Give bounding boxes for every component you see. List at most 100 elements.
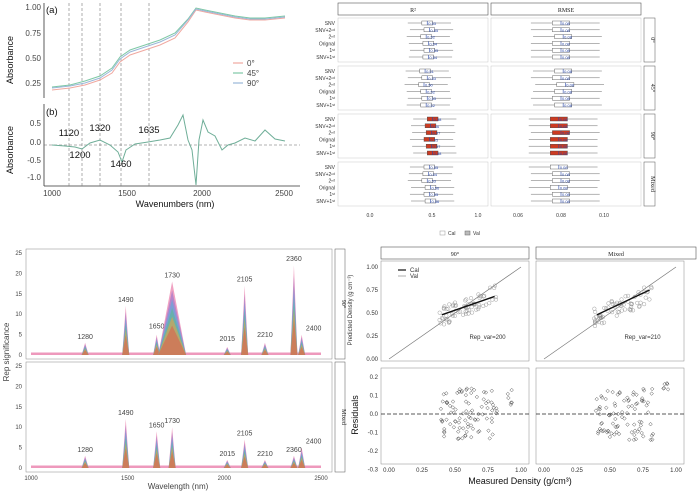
resid-point	[632, 422, 637, 427]
resid-point	[484, 401, 489, 406]
scatter-point	[610, 302, 615, 307]
method-label: SNV	[325, 69, 336, 75]
resid-point	[600, 395, 605, 400]
rep-peak-area	[122, 448, 130, 468]
method-label: SNV	[325, 165, 336, 171]
rep-peak-area	[241, 327, 249, 355]
facet-frame-rmse	[490, 17, 642, 63]
scatter-point	[456, 310, 461, 315]
resid-point	[610, 390, 615, 395]
rep-peak-label: 2400	[306, 439, 322, 446]
strip-r2	[337, 2, 489, 16]
r2-value-label: 0.53	[428, 76, 437, 81]
resid-point	[455, 390, 460, 395]
strip-mixed	[334, 361, 346, 473]
r2-value-label: 0.53	[428, 21, 437, 26]
pred-xtick: 0.50	[604, 468, 616, 474]
r2-value-label: 0.57	[433, 131, 442, 136]
r2-value-label: 0.52	[427, 35, 436, 40]
method-label: SNV+1ˢᵗ	[316, 199, 335, 205]
rep-ytick: 25	[15, 251, 22, 257]
resid-point	[612, 401, 617, 406]
rep-peak-area	[298, 346, 306, 355]
rep-peak-label: 2105	[237, 430, 253, 437]
rep-peak-label: 1730	[164, 418, 180, 425]
method-label: SNV+2ⁿᵈ	[315, 124, 335, 130]
resid-point	[487, 436, 492, 441]
method-label: Orignal	[319, 137, 335, 143]
pred-xtick: 0.25	[416, 468, 428, 474]
facet-frame-rmse	[490, 65, 642, 111]
resid-point	[481, 397, 486, 402]
resid-point	[476, 429, 481, 434]
panel-a-ytick: 1.00	[25, 3, 41, 12]
resid-point	[463, 433, 468, 438]
r2-value-label: 0.56	[431, 124, 440, 129]
scatter-point	[440, 316, 445, 321]
resid-point	[489, 419, 495, 425]
resid-point	[469, 386, 474, 391]
resid-point	[641, 386, 646, 391]
resid-point	[464, 429, 469, 434]
resid-point	[605, 388, 610, 394]
resid-point	[481, 389, 487, 395]
rep-ytick: 25	[15, 364, 22, 370]
resid-point	[622, 398, 627, 403]
resid-point	[639, 398, 644, 403]
rep-xtick: 1500	[121, 476, 135, 482]
scatter-point	[635, 300, 640, 305]
resid-point	[599, 421, 604, 426]
scatter-point	[602, 305, 607, 310]
rep-peak-area	[223, 351, 231, 355]
resid-point	[490, 432, 495, 437]
scatter-point	[447, 302, 452, 307]
pred-frame	[380, 260, 530, 362]
rep-areas: 1280149016501730201521052210236024001280…	[31, 256, 322, 468]
rep-peak-area	[223, 464, 231, 468]
resid-point	[602, 428, 607, 433]
resid-point	[633, 437, 639, 442]
rep-panel: Rep significance 90° Mixed 2520151050252…	[2, 248, 347, 491]
pred-xtick: 0.00	[383, 468, 395, 474]
rmse-value-label: 0.08	[560, 124, 569, 129]
resid-ytick: 0.2	[370, 375, 379, 381]
pred-xtick: 1.00	[515, 468, 527, 474]
rmse-value-label: 0.08	[562, 192, 571, 197]
rmse-value-label: 0.08	[562, 41, 571, 46]
pred-xtick: 0.00	[538, 468, 550, 474]
scatter-point	[476, 292, 481, 297]
rep-xtick: 1000	[24, 476, 38, 482]
r2-value-label: 0.55	[430, 137, 439, 142]
box-facets: 0° SNV 0.53 0.08 SNV+2ⁿᵈ 0.55 0.08 2ⁿᵈ 0.52 0.08 O…	[315, 17, 656, 207]
spectra-xlabel: Wavenumbers (nm)	[136, 199, 215, 209]
facet-frame-rmse	[490, 161, 642, 207]
resid-point	[460, 411, 466, 416]
scatter-point	[470, 310, 475, 315]
resid-point	[440, 418, 445, 423]
rep-ytick: 15	[15, 292, 22, 298]
resid-point	[665, 387, 671, 392]
resid-point	[468, 410, 473, 415]
resid-point	[448, 422, 453, 427]
rmse-value-label: 0.08	[560, 137, 569, 142]
resid-point	[438, 406, 443, 411]
series-line-45deg	[51, 7, 286, 88]
scatter-point	[629, 304, 634, 309]
resid-point	[622, 416, 627, 421]
scatter-point	[592, 306, 597, 311]
resid-point	[440, 399, 445, 404]
resid-point	[627, 437, 632, 442]
strip-label: R²	[410, 8, 416, 14]
resid-point	[459, 390, 464, 395]
resid-point	[475, 417, 480, 422]
panel-b-tag: (b)	[46, 107, 58, 118]
resid-point	[599, 394, 604, 399]
legend-cal-label: Cal	[448, 231, 456, 237]
resid-point	[463, 418, 468, 423]
resid-point	[442, 434, 447, 439]
method-label: SNV+1ˢᵗ	[316, 103, 335, 109]
resid-point	[453, 419, 458, 424]
spectra-xtick: 1000	[43, 189, 61, 198]
scatter-point	[623, 307, 628, 312]
resid-point	[509, 387, 514, 393]
